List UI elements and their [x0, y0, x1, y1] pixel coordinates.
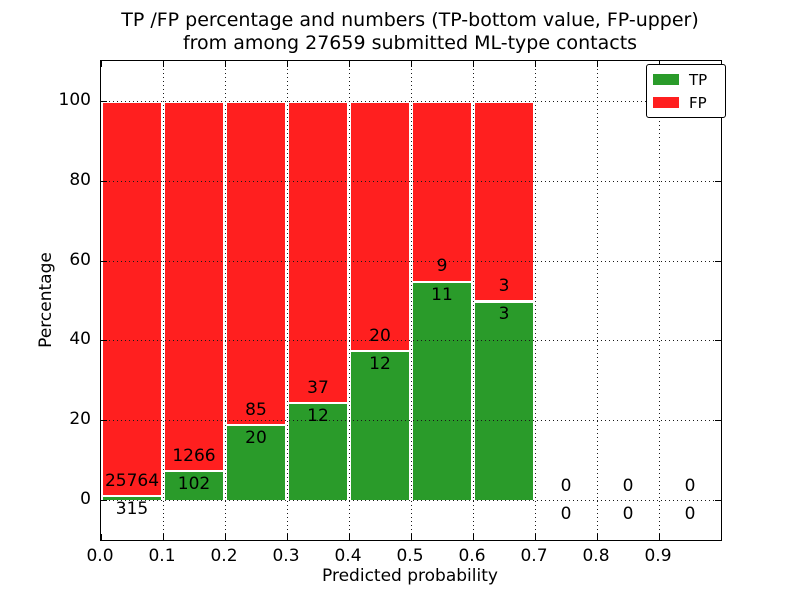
bar-fp-segment	[163, 100, 225, 471]
bar-tp-segment	[473, 300, 535, 501]
gridline-vertical	[597, 61, 598, 540]
fp-count-label: 0	[560, 475, 572, 496]
y-tick-mark-right	[715, 500, 721, 502]
bar-fp-segment	[473, 100, 535, 301]
x-tick-mark	[225, 534, 226, 540]
fp-count-label: 85	[245, 399, 267, 420]
x-tick-label: 0.0	[86, 546, 114, 566]
bar-fp-segment	[225, 100, 287, 425]
tp-count-label: 102	[177, 474, 211, 495]
legend-label-tp: TP	[689, 70, 708, 89]
chart-title: TP /FP percentage and numbers (TP-bottom…	[100, 9, 720, 55]
y-tick-mark-right	[715, 260, 721, 262]
x-tick-label: 0.2	[210, 546, 238, 566]
y-tick-mark-right	[715, 180, 721, 182]
tp-count-label: 0	[560, 504, 572, 525]
x-tick-mark	[535, 534, 536, 540]
x-tick-label: 0.1	[148, 546, 176, 566]
bar-fp-segment	[411, 100, 473, 281]
fp-count-label: 1266	[172, 445, 216, 466]
bar-fp-segment	[101, 100, 163, 496]
x-tick-mark-top	[411, 61, 412, 67]
x-tick-label: 0.4	[334, 546, 362, 566]
legend-item-fp: FP	[653, 94, 719, 112]
tp-count-label: 12	[369, 354, 391, 375]
fp-count-label: 0	[622, 475, 634, 496]
y-tick-mark-right	[715, 420, 721, 422]
y-tick-label: 100	[58, 89, 91, 110]
chart-title-line1: TP /FP percentage and numbers (TP-bottom…	[121, 9, 699, 31]
x-axis-label: Predicted probability	[322, 566, 498, 586]
x-tick-mark-top	[535, 61, 536, 67]
x-tick-mark	[411, 534, 412, 540]
x-tick-mark-top	[349, 61, 350, 67]
fp-count-label: 25764	[104, 470, 160, 491]
tp-count-label: 315	[115, 499, 149, 520]
x-tick-mark-top	[597, 61, 598, 67]
y-tick-label: 80	[69, 169, 91, 190]
x-tick-mark	[659, 534, 660, 540]
bar-tp-segment	[225, 424, 287, 501]
tp-count-label: 20	[245, 428, 267, 449]
bar-tp-segment	[163, 470, 225, 501]
chart-title-line2: from among 27659 submitted ML-type conta…	[182, 32, 638, 54]
tp-count-label: 0	[622, 504, 634, 525]
x-tick-label: 0.6	[458, 546, 486, 566]
y-tick-label: 0	[80, 489, 91, 510]
x-tick-mark-top	[473, 61, 474, 67]
y-tick-label: 40	[69, 329, 91, 350]
bar-fp-segment	[287, 100, 349, 403]
x-tick-label: 0.5	[396, 546, 424, 566]
fp-count-label: 20	[369, 326, 391, 347]
fp-count-label: 3	[498, 276, 510, 297]
x-tick-mark	[597, 534, 598, 540]
y-tick-label: 20	[69, 409, 91, 430]
bar-tp-segment	[411, 280, 473, 501]
legend-swatch-tp	[653, 74, 679, 85]
x-tick-mark	[473, 534, 474, 540]
bar-tp-segment	[349, 350, 411, 501]
legend-label-fp: FP	[689, 93, 707, 112]
bar-tp-segment	[101, 495, 163, 501]
x-tick-label: 0.3	[272, 546, 300, 566]
y-tick-mark	[101, 100, 107, 102]
bar-fp-segment	[349, 100, 411, 351]
y-tick-mark	[101, 180, 107, 182]
tp-count-label: 12	[307, 406, 329, 427]
gridline-vertical	[535, 61, 536, 540]
legend-swatch-fp	[653, 97, 679, 108]
x-tick-mark	[349, 534, 350, 540]
x-tick-label: 0.7	[520, 546, 548, 566]
tp-count-label: 3	[498, 304, 510, 325]
tp-count-label: 0	[684, 504, 696, 525]
x-tick-mark-top	[101, 61, 102, 67]
x-tick-label: 0.9	[644, 546, 672, 566]
x-tick-label: 0.8	[582, 546, 610, 566]
y-tick-label: 60	[69, 249, 91, 270]
x-tick-mark	[163, 534, 164, 540]
fp-count-label: 0	[684, 475, 696, 496]
x-tick-mark-top	[287, 61, 288, 67]
tp-count-label: 11	[431, 284, 453, 305]
plot-area: 25764 315 1266 102 85 20 37 12 20 12 9 11 3 3 0 0 0 0 0 0	[100, 60, 722, 541]
y-tick-mark	[101, 340, 107, 342]
legend-item-tp: TP	[653, 71, 719, 89]
gridline-vertical	[659, 61, 660, 540]
fp-count-label: 37	[307, 377, 329, 398]
y-tick-mark	[101, 420, 107, 422]
gridline-horizontal	[101, 500, 721, 502]
x-tick-mark	[287, 534, 288, 540]
x-tick-mark-top	[163, 61, 164, 67]
y-tick-mark	[101, 260, 107, 262]
y-tick-mark-right	[715, 340, 721, 342]
x-tick-mark-top	[225, 61, 226, 67]
legend: TP FP	[646, 64, 726, 118]
bar-tp-segment	[287, 402, 349, 501]
fp-count-label: 9	[436, 256, 448, 277]
x-tick-mark	[101, 534, 102, 540]
